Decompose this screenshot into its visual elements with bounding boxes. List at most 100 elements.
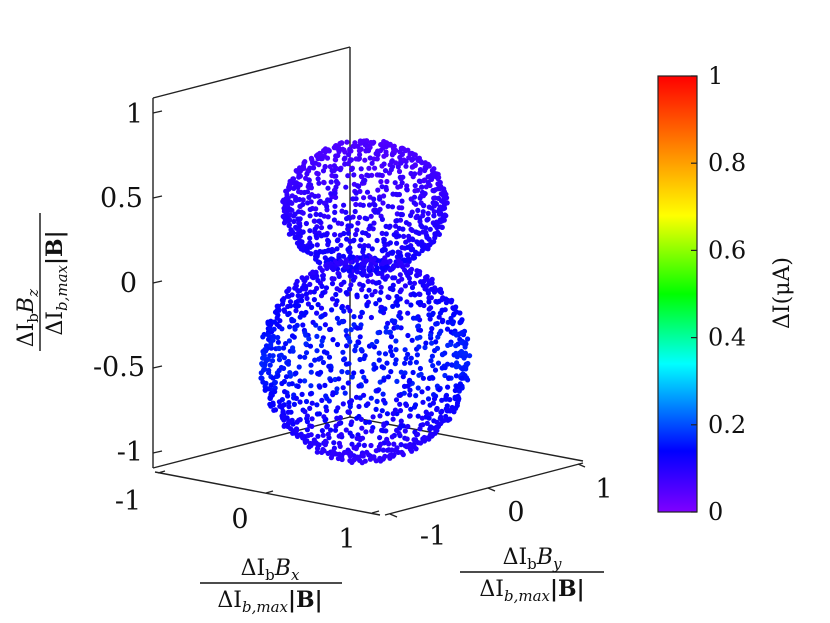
scatter-point [299, 391, 305, 397]
scatter-point [348, 327, 354, 333]
scatter-point [439, 351, 446, 357]
scatter-point [403, 158, 409, 165]
scatter-point [314, 445, 321, 452]
scatter-point [453, 343, 459, 349]
scatter-point [276, 399, 282, 405]
scatter-point [341, 356, 348, 362]
colorbar-tick-label: 0.8 [708, 149, 746, 177]
scatter-point [265, 356, 271, 362]
scatter-point [384, 436, 390, 442]
x-ticks: -1 0 1 [115, 470, 380, 555]
scatter-point [415, 431, 421, 437]
scatter-point [302, 159, 308, 165]
scatter-point [369, 341, 375, 348]
scatter-point [400, 174, 406, 180]
scatter-point [296, 196, 302, 203]
scatter-point [295, 184, 301, 190]
scatter-point [387, 267, 393, 273]
scatter-point [347, 245, 353, 251]
scatter-point [292, 285, 298, 291]
scatter-point [299, 293, 305, 299]
scatter-point [308, 182, 314, 188]
scatter-point [297, 288, 303, 294]
scatter-point [365, 148, 372, 154]
y-tick-mark [577, 463, 586, 468]
scatter-point [335, 152, 341, 159]
scatter-point [414, 156, 420, 162]
scatter-point [454, 400, 461, 406]
scatter-point [346, 152, 352, 158]
scatter-point [315, 171, 321, 177]
scatter-point [442, 365, 448, 371]
scatter-point [379, 248, 386, 254]
scatter-point [439, 408, 445, 414]
scatter-point [411, 404, 418, 410]
x-tick-mark [265, 490, 274, 494]
scatter-point [324, 407, 330, 414]
z-label-numerator: ΔIbBz [14, 289, 42, 347]
scatter-point [313, 322, 319, 328]
scatter-point [327, 164, 333, 170]
scatter-point [331, 276, 337, 282]
scatter-point [467, 353, 473, 359]
scatter-point [352, 208, 358, 215]
scatter-point [347, 339, 353, 345]
scatter-point [349, 419, 355, 425]
scatter-point [435, 195, 442, 201]
scatter-point [390, 416, 396, 422]
scatter-point [387, 223, 393, 229]
scatter-point [360, 246, 366, 252]
scatter-point [383, 223, 389, 229]
scatter-point [394, 218, 400, 224]
scatter-point [302, 378, 308, 384]
scatter-point [415, 187, 421, 193]
scatter-point [390, 303, 396, 309]
scatter-point [371, 256, 377, 262]
scatter-point [343, 328, 349, 334]
scatter-point [356, 403, 362, 410]
scatter-point [368, 442, 374, 449]
scatter-point [353, 196, 359, 202]
scatter-point [395, 164, 401, 170]
scatter-point [315, 433, 321, 439]
scatter-point [274, 307, 280, 313]
scatter-point [421, 203, 427, 209]
scatter-point [352, 348, 358, 354]
scatter-point [293, 426, 300, 432]
scatter-point [296, 209, 302, 215]
scatter-point [415, 385, 421, 391]
scatter-point [303, 220, 309, 227]
z-label-denominator: ΔIb,max|B| [42, 230, 71, 335]
scatter-point [355, 454, 361, 460]
scatter-point [280, 298, 286, 304]
scatter-point [364, 189, 371, 195]
scatter-point [317, 265, 323, 271]
scatter-point [385, 374, 391, 380]
scatter-point [403, 402, 410, 408]
scatter-point [312, 226, 318, 232]
scatter-point [281, 345, 287, 351]
scatter-point [431, 166, 437, 172]
scatter-point [408, 170, 414, 177]
colorbar-gradient [657, 75, 698, 513]
bottom-back-edge [152, 416, 351, 469]
scatter-point [361, 355, 367, 362]
scatter-point [344, 236, 350, 242]
scatter-point [393, 397, 400, 403]
scatter-point [368, 213, 374, 219]
scatter-point [266, 367, 272, 373]
scatter-point [381, 377, 387, 383]
scatter-point [424, 274, 430, 280]
x-tick-label: 0 [231, 504, 248, 535]
scatter-point [424, 217, 430, 223]
colorbar-tick-label: 1 [708, 62, 723, 90]
scatter-point [359, 435, 366, 441]
scatter-point [351, 445, 357, 451]
scatter-point [407, 387, 413, 393]
scatter-point [362, 177, 368, 183]
scatter-point [365, 243, 372, 249]
top-left-edge [152, 46, 351, 99]
scatter-point [329, 281, 336, 287]
z-tick-label: 1 [126, 99, 143, 130]
scatter-point [436, 314, 442, 320]
